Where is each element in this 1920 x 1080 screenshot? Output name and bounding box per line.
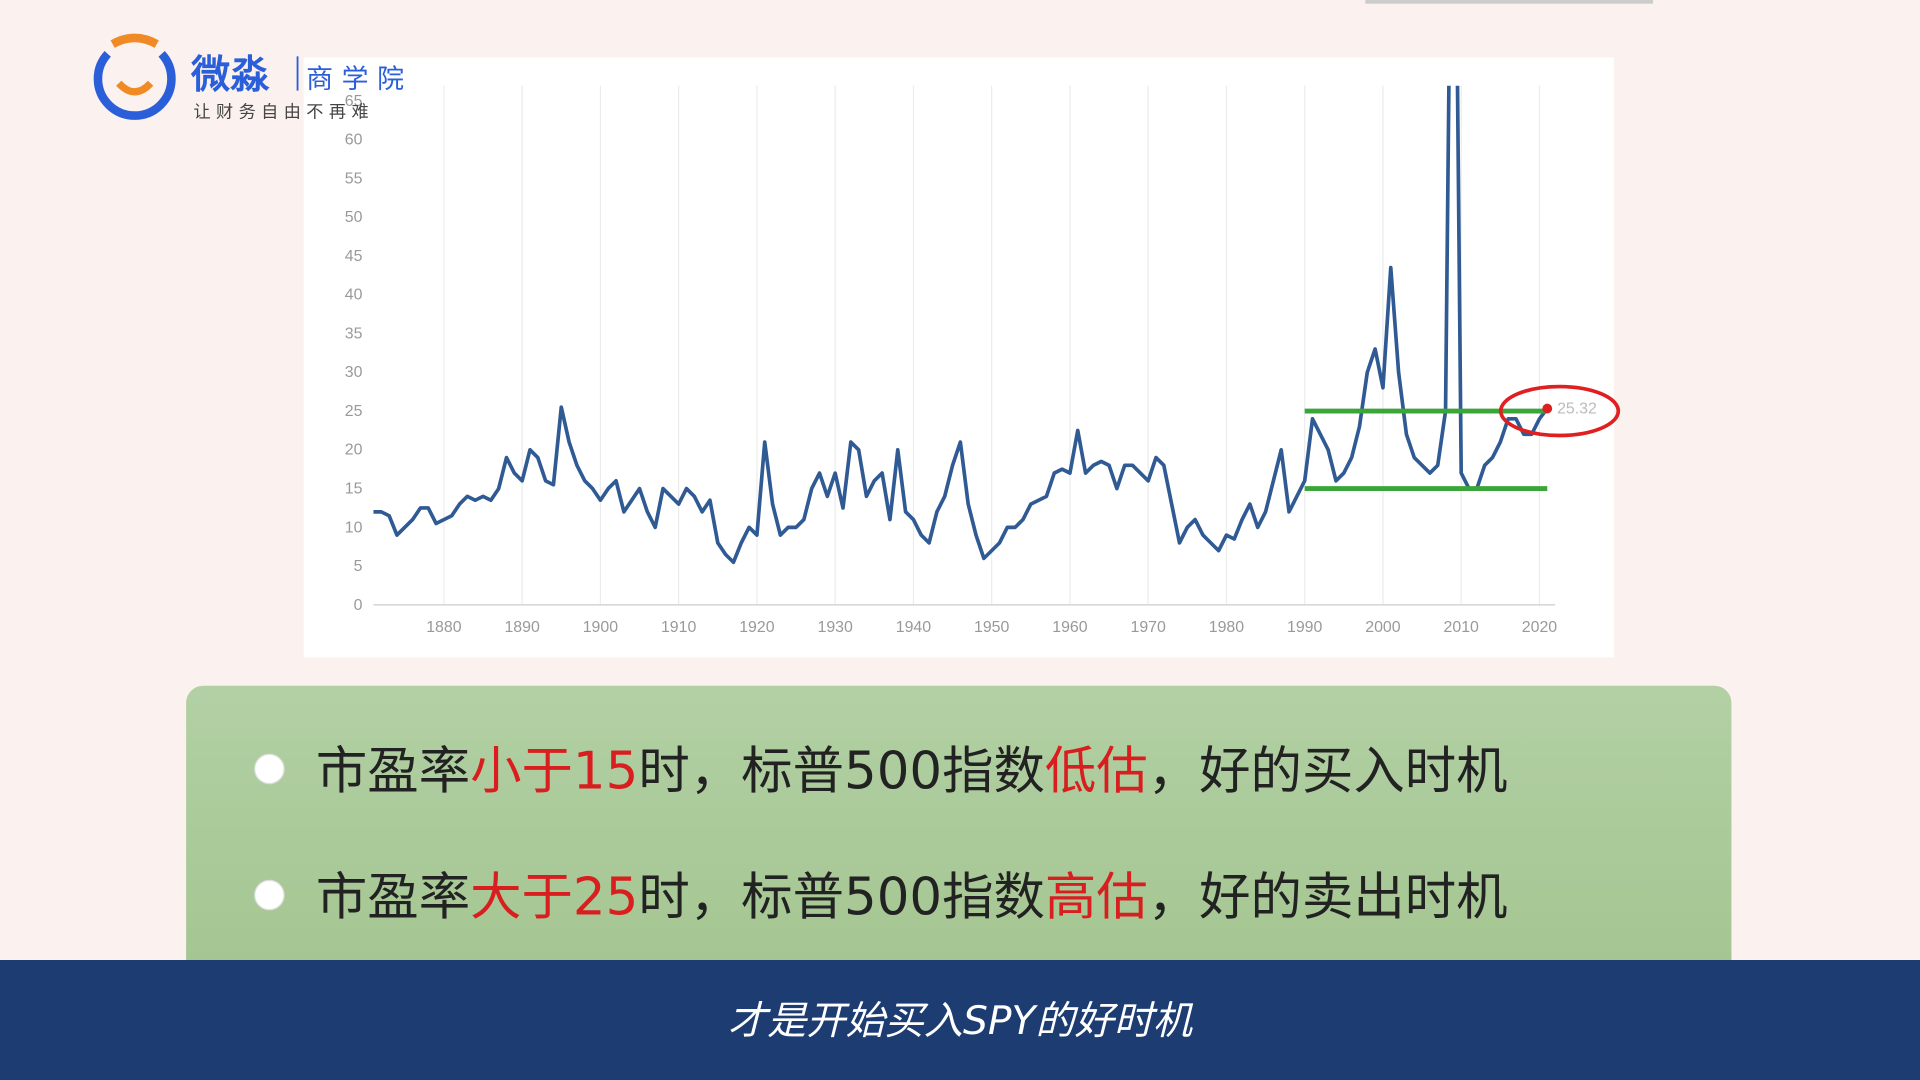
y-tick-label: 20 (345, 442, 363, 459)
pe-line (373, 85, 1549, 565)
x-tick-label: 2000 (1365, 619, 1401, 636)
bullet-part: 大于25 (470, 868, 638, 928)
bullet-text: 市盈率大于25时，标普500指数高估，好的卖出时机 (316, 868, 1508, 928)
bullet-box (186, 685, 1732, 1005)
x-tick-label: 1950 (974, 619, 1010, 636)
y-tick-label: 5 (354, 558, 363, 575)
bullet-part: ，好的买入时机 (1148, 742, 1508, 802)
x-tick-label: 1900 (583, 619, 619, 636)
logo-smile (116, 80, 154, 96)
annotation-point (1542, 403, 1553, 414)
bullet-part: 低估 (1045, 742, 1148, 802)
bullet-list: 市盈率小于15时，标普500指数低估，好的买入时机市盈率大于25时，标普500指… (254, 742, 1508, 928)
y-tick-label: 30 (345, 364, 363, 381)
subtitle: 才是开始买入SPY的好时机 (728, 999, 1194, 1044)
y-tick-label: 25 (345, 403, 363, 420)
bullet-dot (254, 879, 285, 911)
y-tick-label: 10 (345, 519, 363, 536)
x-tick-label: 2020 (1522, 619, 1558, 636)
logo-suffix: 商 学 院 (306, 64, 404, 95)
chart: 1880 1890 1900 1910 1920 1930 1940 1950 1960 1970… (345, 85, 1621, 636)
x-tick-label: 1930 (817, 619, 853, 636)
x-tick-label: 1940 (896, 619, 932, 636)
x-tick-label: 1920 (739, 619, 775, 636)
y-tick-label: 15 (345, 480, 363, 497)
top-bar (1365, 0, 1654, 4)
y-tick-label: 45 (345, 248, 363, 265)
annotation-label: 25.32 (1557, 400, 1597, 417)
x-tick-label: 1960 (1052, 619, 1088, 636)
logo-slogan: 让 财 务 自 由 不 再 难 (193, 103, 368, 123)
x-tick-label: 1970 (1130, 619, 1166, 636)
y-tick-label: 65 (345, 93, 363, 110)
x-tick-label: 1980 (1209, 619, 1245, 636)
x-tick-label: 1990 (1287, 619, 1323, 636)
bullet-part: ，好的卖出时机 (1148, 868, 1508, 928)
annotation-circle (1498, 384, 1621, 438)
y-tick-label: 50 (345, 209, 363, 226)
logo-arc (110, 33, 159, 48)
x-tick-label: 1910 (661, 619, 697, 636)
x-tick-label: 1890 (504, 619, 540, 636)
logo: 微淼 商 学 院 让 财 务 自 由 不 再 难 (93, 33, 404, 123)
bullet-part: 小于15 (470, 742, 638, 802)
y-tick-label: 35 (345, 325, 363, 342)
bullet-part: 市盈率 (316, 742, 470, 802)
bullet-part: 高估 (1045, 868, 1148, 928)
x-tick-label: 1880 (426, 619, 462, 636)
bullet-part: 时，标普500指数 (638, 742, 1045, 802)
bullet-part: 时，标普500指数 (638, 868, 1045, 928)
y-tick-label: 40 (345, 287, 363, 304)
bullet-part: 市盈率 (316, 868, 470, 928)
x-tick-label: 2010 (1444, 619, 1480, 636)
bullet-text: 市盈率小于15时，标普500指数低估，好的买入时机 (316, 742, 1508, 802)
y-tick-label: 60 (345, 132, 363, 149)
bullet-dot (254, 753, 285, 785)
logo-name: 微淼 (190, 53, 270, 98)
y-tick-label: 0 (354, 597, 363, 614)
subtitle-bar (0, 960, 1920, 1080)
y-tick-label: 55 (345, 170, 363, 187)
chart-panel (303, 57, 1614, 658)
logo-ring (93, 50, 176, 120)
